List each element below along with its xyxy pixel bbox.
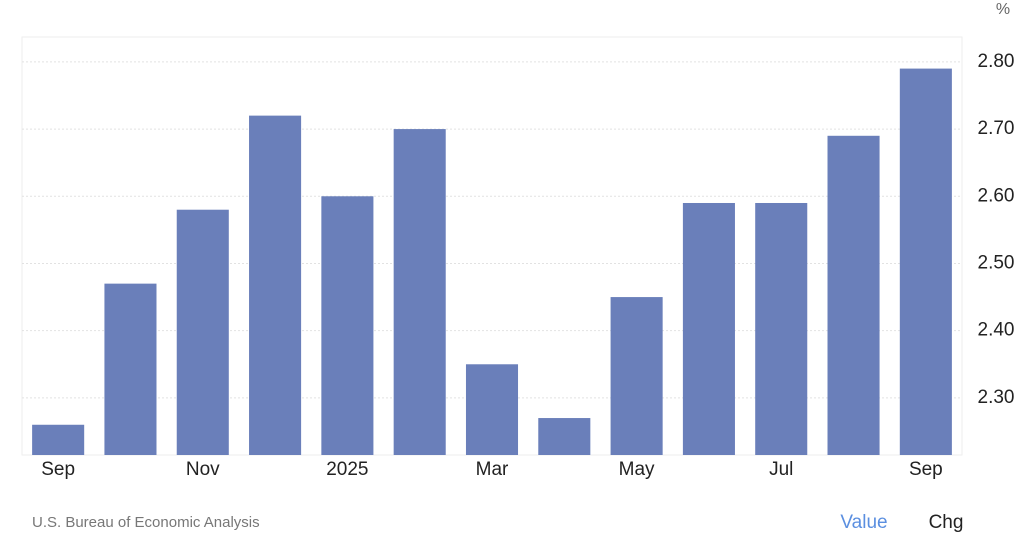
bar — [321, 196, 374, 456]
source: U.S. Bureau of Economic Analysis — [32, 514, 260, 531]
bar — [393, 129, 446, 456]
y-tick-label: 2.50 — [978, 252, 1015, 273]
bar — [465, 364, 519, 455]
unit-label: % — [996, 1, 1010, 18]
chg-button[interactable]: Chg — [929, 512, 964, 533]
y-tick-label: 2.40 — [978, 320, 1015, 341]
bar — [104, 283, 157, 455]
x-tick-label: Sep — [41, 459, 75, 480]
y-tick-label: 2.60 — [978, 185, 1015, 206]
bar — [899, 68, 952, 456]
x-tick-label: Jul — [769, 459, 793, 480]
x-tick-label: Nov — [186, 459, 220, 480]
bar — [610, 297, 663, 455]
bar — [176, 209, 229, 455]
bar — [682, 202, 735, 455]
x-tick-label: May — [619, 459, 655, 480]
y-tick-label: 2.80 — [978, 51, 1015, 72]
y-tick-label: 2.30 — [978, 387, 1015, 408]
bar — [755, 202, 808, 455]
x-tick-label: 2025 — [326, 459, 368, 480]
bar — [538, 418, 591, 455]
x-tick-label: Sep — [909, 459, 943, 480]
value-button[interactable]: Value — [840, 512, 887, 533]
bar — [32, 424, 85, 455]
bar — [249, 115, 302, 455]
bar — [827, 135, 880, 455]
x-tick-label: Mar — [476, 459, 509, 480]
y-tick-label: 2.70 — [978, 118, 1015, 139]
